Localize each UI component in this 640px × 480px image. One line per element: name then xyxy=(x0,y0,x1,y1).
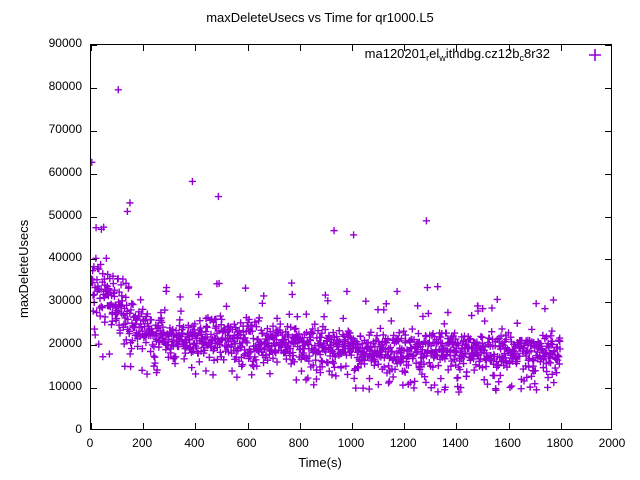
x-tick-mark xyxy=(247,45,249,51)
y-tick-mark xyxy=(605,345,611,347)
x-tick-label: 800 xyxy=(288,436,309,450)
x-tick-label: 1200 xyxy=(389,436,417,450)
x-tick-mark xyxy=(91,423,92,429)
chart-title: maxDeleteUsecs vs Time for qr1000.L5 xyxy=(206,10,434,25)
x-tick-mark xyxy=(560,423,562,429)
y-tick-label: 10000 xyxy=(48,379,82,394)
y-tick-mark xyxy=(605,130,611,132)
y-tick-label: 80000 xyxy=(48,78,82,93)
x-tick-mark xyxy=(299,423,301,429)
x-tick-mark xyxy=(508,423,510,429)
x-tick-mark xyxy=(404,423,406,429)
x-tick-mark xyxy=(456,45,458,51)
y-tick-mark xyxy=(605,259,611,261)
y-tick-mark xyxy=(91,388,97,390)
y-tick-mark xyxy=(605,302,611,304)
x-tick-label: 200 xyxy=(132,436,153,450)
y-tick-label: 30000 xyxy=(48,293,82,308)
x-tick-mark xyxy=(404,45,406,51)
x-tick-label: 1600 xyxy=(494,436,521,450)
x-tick-mark xyxy=(91,45,92,51)
x-tick-label: 2000 xyxy=(598,436,626,450)
y-tick-mark xyxy=(605,216,611,218)
y-tick-mark xyxy=(605,87,611,89)
x-tick-label: 1400 xyxy=(442,436,469,450)
x-tick-mark xyxy=(352,45,353,51)
y-tick-mark xyxy=(91,302,97,304)
y-tick-mark xyxy=(91,87,97,89)
y-tick-label: 90000 xyxy=(48,36,82,50)
x-tick-label: 1800 xyxy=(546,436,574,450)
y-tick-mark xyxy=(91,173,97,175)
x-tick-mark xyxy=(143,423,145,429)
plot-area xyxy=(90,44,612,430)
y-tick-mark xyxy=(91,345,97,347)
x-tick-mark xyxy=(352,423,353,429)
y-tick-mark xyxy=(91,45,97,46)
y-tick-label: 0 xyxy=(75,422,82,436)
y-tick-label: 50000 xyxy=(48,207,82,222)
y-tick-mark xyxy=(91,259,97,261)
y-tick-mark xyxy=(91,216,97,218)
scatter-points xyxy=(91,86,564,396)
x-tick-mark xyxy=(195,423,197,429)
y-tick-label: 20000 xyxy=(48,336,82,351)
x-tick-mark xyxy=(195,45,197,51)
x-tick-mark xyxy=(143,45,145,51)
x-tick-mark xyxy=(299,45,301,51)
x-tick-mark xyxy=(508,45,510,51)
y-tick-mark xyxy=(605,45,611,46)
x-axis-label: Time(s) xyxy=(298,455,342,470)
y-tick-label: 60000 xyxy=(48,164,82,179)
y-tick-label: 70000 xyxy=(48,121,82,136)
x-tick-mark xyxy=(560,45,562,51)
x-tick-label: 0 xyxy=(86,436,94,450)
x-tick-mark xyxy=(247,423,249,429)
scatter-point-marks xyxy=(91,86,564,396)
y-tick-mark xyxy=(605,173,611,175)
x-tick-label: 1000 xyxy=(337,436,365,450)
y-tick-mark xyxy=(605,388,611,390)
y-tick-mark xyxy=(91,130,97,132)
x-tick-label: 600 xyxy=(236,436,257,450)
x-tick-mark xyxy=(456,423,458,429)
y-tick-label: 40000 xyxy=(48,250,82,265)
x-tick-label: 400 xyxy=(184,436,205,450)
